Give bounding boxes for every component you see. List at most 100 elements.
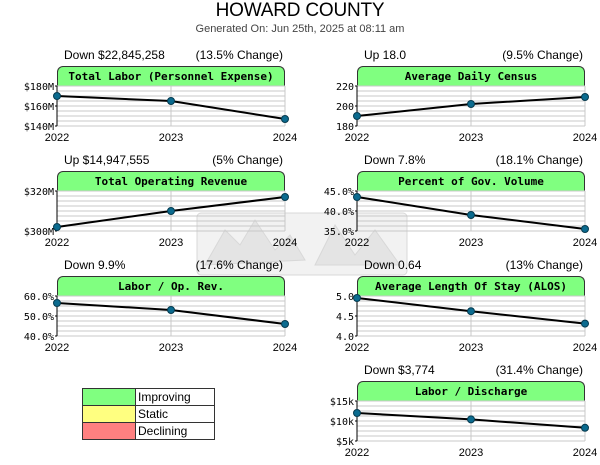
data-point — [467, 211, 475, 219]
y-tick-label: $10k — [330, 417, 354, 428]
x-tick-label: 2023 — [459, 132, 483, 144]
change-percent: (18.1% Change) — [495, 153, 583, 167]
y-tick-label: $5k — [336, 437, 354, 448]
legend-row-improving: Improving — [82, 388, 215, 406]
y-tick-label: 200 — [336, 102, 354, 113]
data-point — [53, 223, 61, 231]
data-point — [167, 207, 175, 215]
plot-area: 35.0% 40.0% 45.0% 2022 2023 2024 — [324, 187, 597, 249]
change-percent: (5% Change) — [212, 153, 283, 167]
x-tick-label: 2024 — [573, 447, 597, 459]
y-tick-label: $140M — [24, 122, 54, 133]
x-tick-label: 2023 — [459, 237, 483, 249]
y-tick-label: 60.0% — [24, 292, 54, 303]
legend-label-declining: Declining — [135, 422, 215, 440]
x-tick-label: 2024 — [573, 132, 597, 144]
legend-swatch-static — [82, 405, 136, 423]
y-tick-label: $15k — [330, 397, 354, 408]
y-tick-label: $300M — [24, 227, 54, 238]
chart-title: Total Labor (Personnel Expense) — [57, 66, 285, 86]
y-tick-label: 180 — [336, 122, 354, 133]
data-point — [167, 97, 175, 105]
change-amount: Down 7.8% — [364, 153, 426, 167]
x-tick-label: 2024 — [273, 237, 297, 249]
change-amount: Up $14,947,555 — [64, 153, 150, 167]
x-tick-label: 2023 — [159, 237, 183, 249]
data-point — [281, 115, 289, 123]
x-tick-label: 2024 — [573, 342, 597, 354]
y-tick-label: 40.0% — [324, 207, 354, 218]
page-title: HOWARD COUNTY — [215, 0, 385, 21]
chart-title: Total Operating Revenue — [57, 171, 285, 191]
chart-total-operating-revenue: Up $14,947,555 (5% Change) Total Operating… — [24, 153, 297, 249]
data-point — [281, 193, 289, 201]
chart-percent-of-gov-volume: Down 7.8% (18.1% Change) Percent of Gov. V… — [324, 153, 597, 249]
y-tick-label: 35.0% — [324, 227, 354, 238]
x-tick-label: 2022 — [345, 342, 369, 354]
change-amount: Down 9.9% — [64, 258, 126, 272]
plot-area: $300M $320M 2022 2023 2024 — [24, 187, 297, 249]
y-tick-label: 220 — [336, 82, 354, 93]
data-point — [353, 112, 361, 120]
legend-swatch-improving — [82, 388, 136, 406]
y-tick-label: 5.0 — [336, 292, 354, 303]
x-tick-label: 2024 — [273, 132, 297, 144]
data-point — [353, 193, 361, 201]
x-tick-label: 2022 — [45, 342, 69, 354]
chart-labor-discharge: Down $3,774 (31.4% Change) Labor / Dischar… — [330, 363, 597, 459]
chart-title: Average Daily Census — [357, 66, 585, 86]
data-point — [353, 293, 361, 302]
data-point — [467, 307, 475, 316]
x-tick-label: 2024 — [273, 342, 297, 354]
chart-average-length-of-stay-alos: Down 0.64 (13% Change) Average Length Of S… — [336, 258, 597, 354]
plot-area: 180 200 220 2022 2023 2024 — [336, 82, 597, 144]
change-amount: Up 18.0 — [364, 48, 407, 62]
y-tick-label: $160M — [24, 102, 54, 113]
watermark-logo — [196, 212, 408, 276]
y-tick-label: 4.5 — [336, 312, 354, 323]
y-tick-label: $180M — [24, 82, 54, 93]
data-point — [167, 306, 175, 314]
change-percent: (13% Change) — [505, 258, 583, 272]
x-tick-label: 2023 — [459, 447, 483, 459]
x-tick-label: 2022 — [345, 447, 369, 459]
plot-area: $5k $10k $15k 2022 2023 2024 — [330, 397, 597, 459]
data-point — [467, 100, 475, 108]
plot-area: $140M $160M $180M 2022 2023 2024 — [24, 82, 297, 144]
x-tick-label: 2023 — [459, 342, 483, 354]
plot-area: 4.0 4.5 5.0 2022 2023 2024 — [336, 292, 597, 354]
change-amount: Down $22,845,258 — [64, 48, 165, 62]
legend-label-static: Static — [135, 405, 215, 423]
chart-labor-op-rev: Down 9.9% (17.6% Change) Labor / Op. Rev. 4… — [24, 258, 297, 354]
data-point — [53, 92, 61, 100]
x-tick-label: 2022 — [345, 132, 369, 144]
data-point — [467, 415, 475, 424]
x-tick-label: 2022 — [45, 237, 69, 249]
data-point — [281, 320, 289, 328]
chart-title: Percent of Gov. Volume — [357, 171, 585, 191]
chart-title: Labor / Discharge — [357, 381, 585, 401]
generated-timestamp: Generated On: Jun 25th, 2025 at 08:11 am — [195, 23, 405, 35]
x-tick-label: 2024 — [573, 237, 597, 249]
x-tick-label: 2022 — [345, 237, 369, 249]
data-point — [53, 299, 61, 307]
change-percent: (31.4% Change) — [495, 363, 583, 377]
chart-title: Labor / Op. Rev. — [57, 276, 285, 296]
y-tick-label: 50.0% — [24, 312, 54, 323]
data-point — [581, 319, 589, 328]
data-point — [581, 423, 589, 432]
change-percent: (17.6% Change) — [195, 258, 283, 272]
change-amount: Down 0.64 — [364, 258, 422, 272]
y-tick-label: 4.0 — [336, 332, 354, 343]
legend-swatch-declining — [82, 422, 136, 440]
data-point — [353, 409, 361, 417]
legend-label-improving: Improving — [135, 388, 215, 406]
chart-average-daily-census: Up 18.0 (9.5% Change) Average Daily Census… — [336, 48, 597, 144]
legend-row-declining: Declining — [82, 422, 215, 440]
data-point — [581, 93, 589, 101]
data-point — [581, 225, 589, 233]
x-tick-label: 2022 — [45, 132, 69, 144]
chart-title: Average Length Of Stay (ALOS) — [357, 276, 585, 296]
chart-total-labor-personnel-expense: Down $22,845,258 (13.5% Change) Total Labo… — [24, 48, 297, 144]
x-tick-label: 2023 — [159, 342, 183, 354]
